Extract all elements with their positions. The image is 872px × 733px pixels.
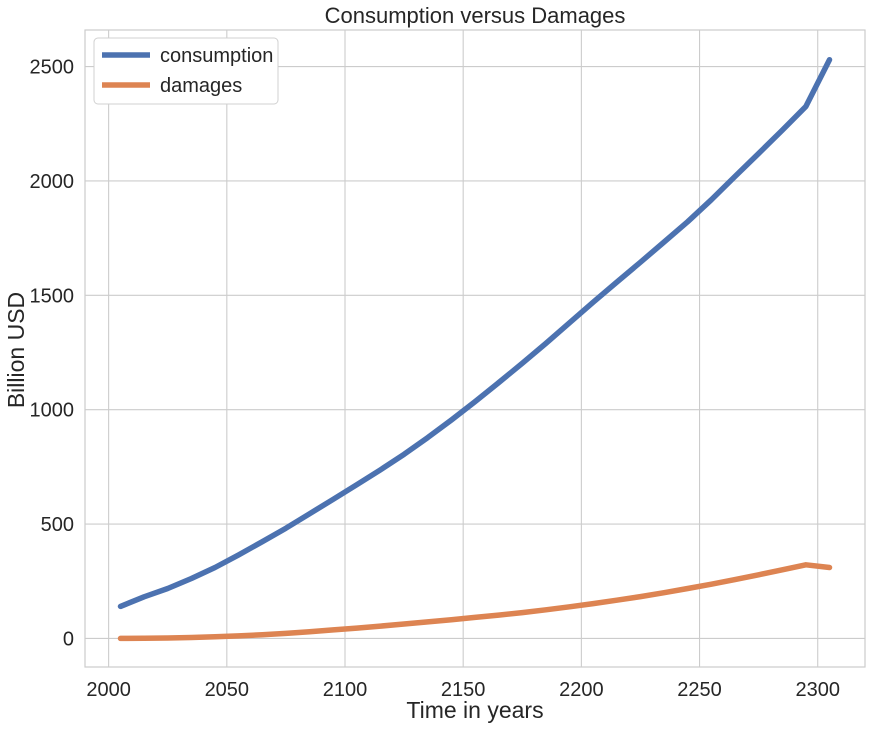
y-tick-label: 1500 bbox=[30, 285, 75, 307]
x-tick-label: 2300 bbox=[795, 679, 840, 701]
x-tick-labels: 2000 2050 2100 2150 2200 2250 2300 bbox=[86, 679, 840, 701]
y-tick-label: 2500 bbox=[30, 57, 75, 79]
legend-label-damages: damages bbox=[160, 75, 242, 97]
x-tick-label: 2100 bbox=[323, 679, 368, 701]
x-tick-label: 2200 bbox=[559, 679, 604, 701]
y-tick-label: 2000 bbox=[30, 171, 75, 193]
y-tick-label: 500 bbox=[41, 514, 74, 536]
series-lines bbox=[117, 56, 833, 642]
y-axis-label: Billion USD bbox=[3, 292, 29, 408]
x-tick-label: 2250 bbox=[677, 679, 722, 701]
y-tick-label: 1000 bbox=[30, 400, 75, 422]
x-tick-label: 2050 bbox=[205, 679, 250, 701]
y-tick-label: 0 bbox=[63, 628, 74, 650]
chart-title: Consumption versus Damages bbox=[325, 3, 626, 28]
x-tick-label: 2150 bbox=[441, 679, 486, 701]
plot-area bbox=[84, 29, 866, 668]
legend: consumption damages bbox=[93, 37, 279, 105]
y-tick-labels: 0 500 1000 1500 2000 2500 bbox=[30, 57, 75, 651]
legend-label-consumption: consumption bbox=[160, 45, 273, 67]
x-axis-label: Time in years bbox=[406, 697, 543, 723]
series-line-damages bbox=[117, 562, 833, 642]
x-tick-label: 2000 bbox=[86, 679, 131, 701]
series-line-consumption bbox=[117, 56, 833, 610]
